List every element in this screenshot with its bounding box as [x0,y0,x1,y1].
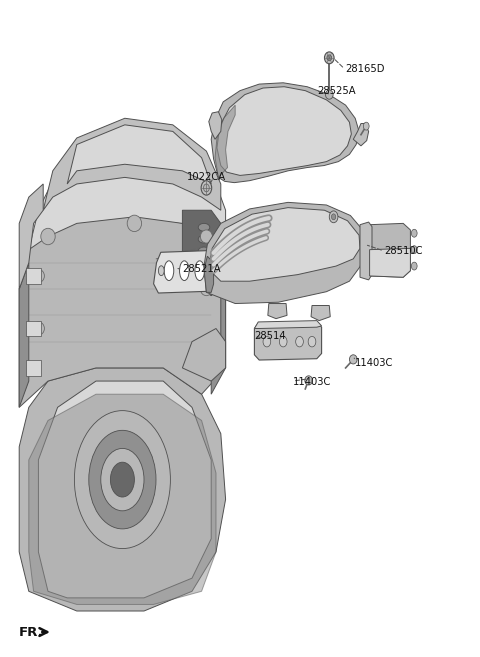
Ellipse shape [329,211,338,223]
Ellipse shape [204,184,209,192]
Polygon shape [353,124,369,146]
Ellipse shape [331,214,336,219]
Ellipse shape [308,336,316,347]
Ellipse shape [198,247,210,255]
Polygon shape [67,125,211,184]
Ellipse shape [237,265,243,276]
Ellipse shape [110,463,134,497]
Ellipse shape [198,259,210,267]
Ellipse shape [279,336,287,347]
Ellipse shape [32,269,44,283]
Ellipse shape [41,229,55,244]
Polygon shape [209,112,222,139]
Polygon shape [19,184,43,289]
Ellipse shape [201,283,212,296]
Bar [26,268,41,284]
Polygon shape [215,105,235,177]
Polygon shape [370,223,410,277]
Ellipse shape [198,235,210,243]
Ellipse shape [325,90,333,99]
Polygon shape [38,381,211,598]
Ellipse shape [127,215,142,232]
Polygon shape [311,306,330,321]
Ellipse shape [32,322,44,335]
Text: 28165D: 28165D [346,64,385,74]
Polygon shape [209,208,360,281]
Ellipse shape [263,336,271,347]
Ellipse shape [195,261,204,281]
Polygon shape [182,328,226,381]
Ellipse shape [363,122,369,130]
Ellipse shape [411,229,417,237]
Ellipse shape [198,223,210,231]
Polygon shape [154,250,242,293]
Text: 11403C: 11403C [293,377,331,388]
Polygon shape [254,322,322,360]
Ellipse shape [164,261,174,281]
Polygon shape [29,394,216,604]
Text: 28510C: 28510C [384,246,422,256]
Ellipse shape [101,448,144,511]
Ellipse shape [201,230,212,243]
Polygon shape [211,237,226,394]
Ellipse shape [324,52,334,64]
Ellipse shape [158,265,164,276]
Polygon shape [29,131,226,250]
Polygon shape [43,118,221,210]
Polygon shape [19,263,29,407]
Polygon shape [211,83,359,183]
Polygon shape [204,256,214,292]
Text: 11403C: 11403C [355,357,394,368]
Ellipse shape [327,55,332,61]
Ellipse shape [296,336,303,347]
Polygon shape [360,222,372,280]
Ellipse shape [180,261,189,281]
Ellipse shape [411,262,417,270]
Ellipse shape [411,246,417,254]
Ellipse shape [349,355,357,364]
Text: 28521A: 28521A [182,264,221,275]
Ellipse shape [226,261,235,281]
Ellipse shape [89,430,156,529]
Ellipse shape [201,181,212,195]
Ellipse shape [210,261,220,281]
Polygon shape [19,210,226,407]
Text: 1022CA: 1022CA [187,172,227,183]
Text: FR.: FR. [19,625,44,639]
Polygon shape [204,202,366,304]
Text: 28514: 28514 [254,331,286,342]
Bar [26,321,41,336]
Polygon shape [217,87,351,175]
Polygon shape [268,304,287,319]
Text: 28525A: 28525A [317,85,355,96]
Ellipse shape [74,411,170,549]
Bar [26,360,41,376]
Polygon shape [370,248,410,277]
Polygon shape [182,210,226,296]
Polygon shape [254,321,322,328]
Ellipse shape [305,376,312,385]
Polygon shape [19,368,226,611]
